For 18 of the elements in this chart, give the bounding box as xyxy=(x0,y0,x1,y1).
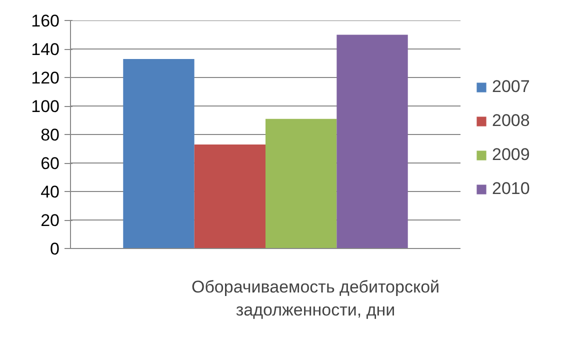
legend-label: 2010 xyxy=(492,179,530,199)
y-tick-label: 140 xyxy=(31,40,60,59)
bar xyxy=(336,34,408,248)
y-tick-label: 160 xyxy=(31,12,60,30)
y-tick-label: 0 xyxy=(50,240,60,258)
y-tick-label: 80 xyxy=(40,126,60,144)
bar xyxy=(123,58,194,248)
y-tick-label: 120 xyxy=(31,68,60,88)
y-tick-label: 60 xyxy=(40,154,60,173)
bar xyxy=(266,118,337,248)
legend-label: 2007 xyxy=(492,77,530,97)
x-tick-label: Оборачиваемость дебиторской задолженности, дни xyxy=(191,278,440,320)
legend-label: 2009 xyxy=(492,145,530,165)
legend-label: 2008 xyxy=(492,111,530,131)
bar xyxy=(194,144,266,248)
y-tick-label: 100 xyxy=(31,97,60,116)
y-tick-label: 20 xyxy=(40,211,60,230)
y-tick-label: 40 xyxy=(40,182,60,202)
